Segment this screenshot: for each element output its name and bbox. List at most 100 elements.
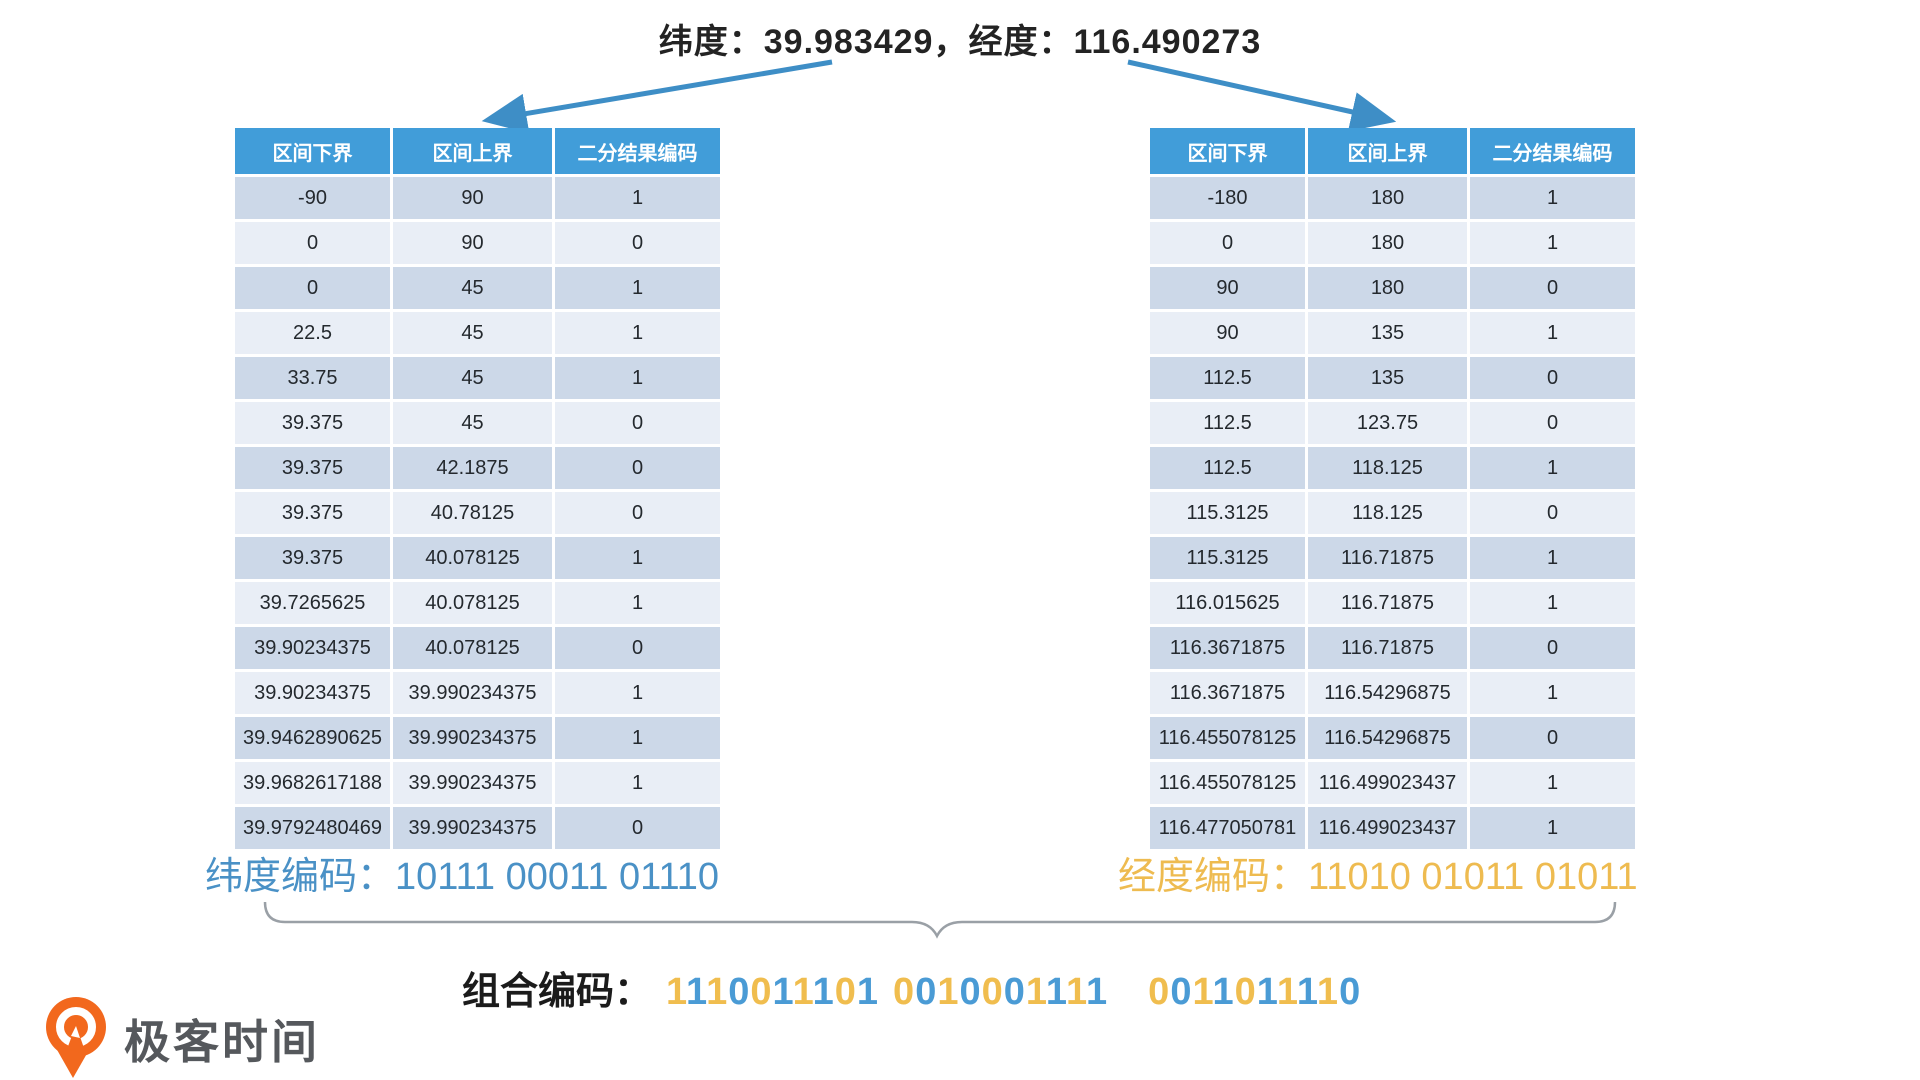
table-cell: 116.3671875 bbox=[1150, 627, 1308, 672]
table-cell: 39.9462890625 bbox=[235, 717, 393, 762]
table-cell: 116.54296875 bbox=[1308, 672, 1470, 717]
table-cell: 0 bbox=[555, 447, 720, 492]
table-cell: 1 bbox=[1470, 807, 1635, 852]
table-cell: 1 bbox=[555, 357, 720, 402]
table-cell: -90 bbox=[235, 177, 393, 222]
table-row: 0 45 1 bbox=[235, 267, 720, 312]
table-cell: 118.125 bbox=[1308, 447, 1470, 492]
table-row: 0 90 0 bbox=[235, 222, 720, 267]
table-cell: 45 bbox=[393, 357, 555, 402]
table-cell: 116.71875 bbox=[1308, 582, 1470, 627]
table-cell: 112.5 bbox=[1150, 357, 1308, 402]
longitude-bit: 0 bbox=[981, 971, 1004, 1013]
table-row: 116.015625 116.71875 1 bbox=[1150, 582, 1635, 627]
table-cell: 0 bbox=[235, 267, 393, 312]
latitude-bit: 1 bbox=[856, 971, 880, 1013]
combined-encoding-group: 0010001111 bbox=[893, 971, 1108, 1013]
latitude-bit: 0 bbox=[915, 971, 938, 1013]
latitude-bit: 1 bbox=[1087, 971, 1109, 1013]
table-cell: 135 bbox=[1308, 357, 1470, 402]
longitude-bit: 1 bbox=[1067, 971, 1088, 1013]
table-cell: 112.5 bbox=[1150, 447, 1308, 492]
table-cell: 180 bbox=[1308, 222, 1470, 267]
table-cell: 33.75 bbox=[235, 357, 393, 402]
coordinates-title: 纬度：39.983429，经度：116.490273 bbox=[0, 14, 1920, 63]
table-cell: 39.990234375 bbox=[393, 717, 555, 762]
latitude-encoding-value: 10111 00011 01110 bbox=[395, 856, 720, 898]
table-row: 39.375 42.1875 0 bbox=[235, 447, 720, 492]
latitude-binary-search-table: 区间下界 区间上界 二分结果编码 -90 90 1 0 90 0 0 45 1 22.5 45 1 33.75… bbox=[235, 128, 720, 852]
table-cell: 1 bbox=[1470, 672, 1635, 717]
longitude-bit: 1 bbox=[1192, 971, 1214, 1013]
longitude-encoding-label: 经度编码： bbox=[1118, 856, 1309, 898]
combined-encoding-value: 1110011101 0010001111 0011011110 bbox=[652, 971, 1361, 1013]
latitude-bit: 1 bbox=[772, 971, 794, 1013]
combined-encoding-group: 1110011101 bbox=[666, 971, 879, 1013]
table-cell: 45 bbox=[393, 267, 555, 312]
table-row: 39.375 45 0 bbox=[235, 402, 720, 447]
table-cell: 0 bbox=[555, 402, 720, 447]
table-cell: 112.5 bbox=[1150, 402, 1308, 447]
combined-encoding-label: 组合编码： bbox=[462, 971, 653, 1013]
table-row: 39.90234375 39.990234375 1 bbox=[235, 672, 720, 717]
latitude-bit: 0 bbox=[959, 971, 982, 1013]
table-cell: 0 bbox=[235, 222, 393, 267]
table-row: 39.9682617188 39.990234375 1 bbox=[235, 762, 720, 807]
table-cell: 116.455078125 bbox=[1150, 762, 1308, 807]
table-cell: 135 bbox=[1308, 312, 1470, 357]
table-cell: 1 bbox=[555, 537, 720, 582]
table-row: 112.5 135 0 bbox=[1150, 357, 1635, 402]
table-cell: 1 bbox=[555, 177, 720, 222]
latitude-encoding-label: 纬度编码： bbox=[205, 856, 396, 898]
longitude-bit: 0 bbox=[1148, 971, 1171, 1013]
table-cell: 0 bbox=[555, 222, 720, 267]
table-cell: 39.375 bbox=[235, 447, 393, 492]
arrow-to-latitude-table bbox=[481, 59, 833, 134]
table-cell: 90 bbox=[393, 177, 555, 222]
column-header: 区间下界 bbox=[235, 128, 393, 177]
table-cell: 39.375 bbox=[235, 492, 393, 537]
table-cell: 1 bbox=[555, 762, 720, 807]
table-cell: 40.78125 bbox=[393, 492, 555, 537]
column-header: 区间下界 bbox=[1150, 128, 1308, 177]
table-cell: 1 bbox=[555, 312, 720, 357]
latitude-bit: 1 bbox=[1046, 971, 1068, 1013]
table-cell: 39.375 bbox=[235, 537, 393, 582]
latitude-bit: 1 bbox=[1256, 971, 1278, 1013]
table-cell: 0 bbox=[555, 627, 720, 672]
table-cell: 39.9792480469 bbox=[235, 807, 393, 852]
table-cell: 1 bbox=[1470, 537, 1635, 582]
table-cell: 1 bbox=[1470, 582, 1635, 627]
table-cell: 116.477050781 bbox=[1150, 807, 1308, 852]
table-cell: 39.375 bbox=[235, 402, 393, 447]
table-cell: 116.455078125 bbox=[1150, 717, 1308, 762]
table-cell: 0 bbox=[555, 492, 720, 537]
table-cell: 0 bbox=[555, 807, 720, 852]
table-row: 39.9462890625 39.990234375 1 bbox=[235, 717, 720, 762]
table-row: 112.5 118.125 1 bbox=[1150, 447, 1635, 492]
latitude-bit: 0 bbox=[1003, 971, 1026, 1013]
table-cell: 40.078125 bbox=[393, 537, 555, 582]
table-cell: 0 bbox=[1470, 267, 1635, 312]
table-row: 33.75 45 1 bbox=[235, 357, 720, 402]
table-cell: 0 bbox=[1470, 492, 1635, 537]
latitude-bit: 0 bbox=[1170, 971, 1193, 1013]
latitude-bit: 0 bbox=[728, 971, 751, 1013]
geektime-logo-text: 极客时间 bbox=[124, 1016, 320, 1068]
table-cell: 42.1875 bbox=[393, 447, 555, 492]
longitude-bit: 1 bbox=[937, 971, 960, 1013]
table-row: 115.3125 116.71875 1 bbox=[1150, 537, 1635, 582]
coordinates-title-text: 纬度：39.983429，经度：116.490273 bbox=[658, 23, 1262, 61]
combined-encoding-group: 0011011110 bbox=[1148, 971, 1361, 1013]
table-cell: 0 bbox=[1150, 222, 1308, 267]
table-row: 112.5 123.75 0 bbox=[1150, 402, 1635, 447]
table-cell: 0 bbox=[1470, 357, 1635, 402]
table-cell: 180 bbox=[1308, 177, 1470, 222]
table-cell: 45 bbox=[393, 402, 555, 447]
table-row: 116.3671875 116.71875 0 bbox=[1150, 627, 1635, 672]
table-cell: 0 bbox=[1470, 402, 1635, 447]
table-cell: 116.015625 bbox=[1150, 582, 1308, 627]
table-cell: 1 bbox=[1470, 312, 1635, 357]
table-cell: 1 bbox=[555, 267, 720, 312]
table-cell: 39.90234375 bbox=[235, 672, 393, 717]
